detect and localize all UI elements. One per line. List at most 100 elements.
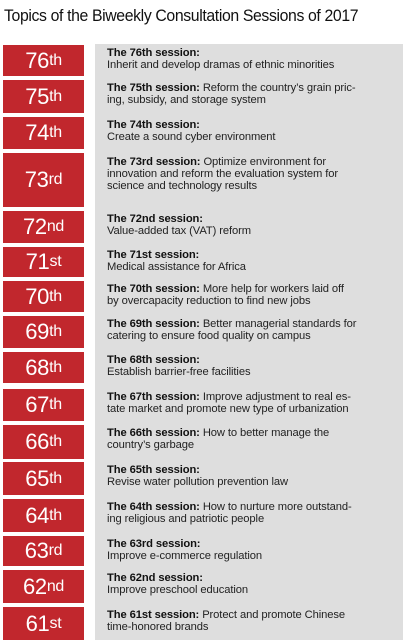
session-number-suffix: th xyxy=(49,51,62,69)
session-label: The 62nd session: xyxy=(107,572,203,584)
session-label: The 76th session: xyxy=(107,47,200,59)
session-label: The 73rd session: xyxy=(107,156,201,168)
session-number: 67 xyxy=(25,392,50,417)
session-topic-line: Value-added tax (VAT) reform xyxy=(107,225,251,238)
session-description: The 66th session: How to better manage t… xyxy=(107,427,397,451)
session-label: The 65th session: xyxy=(107,464,200,476)
session-description: The 75th session: Reform the country’s g… xyxy=(107,82,397,106)
session-number-suffix: th xyxy=(49,358,62,376)
session-label: The 64th session: xyxy=(107,501,200,513)
session-description: The 69th session: Better managerial stan… xyxy=(107,318,397,342)
session-description: The 68th session: Establish barrier-free … xyxy=(107,354,397,378)
session-number-suffix: th xyxy=(49,287,62,305)
session-label: The 75th session: xyxy=(107,82,200,94)
session-topic-line: by overcapacity reduction to find new jo… xyxy=(107,295,311,308)
session-description: The 70th session: More help for workers … xyxy=(107,283,397,307)
session-number-suffix: st xyxy=(49,253,62,270)
session-topic-line: Improve adjustment to real es- xyxy=(199,391,351,403)
session-label: The 61st session: xyxy=(107,609,200,621)
session-description: The 61st session: Protect and promote Ch… xyxy=(107,609,397,633)
session-number-suffix: th xyxy=(49,433,62,450)
session-description: The 73rd session: Optimize environment f… xyxy=(107,156,397,193)
session-topic-line: science and technology results xyxy=(107,180,257,193)
session-label: The 72nd session: xyxy=(107,213,203,225)
page-title: Topics of the Biweekly Consultation Sess… xyxy=(4,6,359,25)
session-topic-line: Improve preschool education xyxy=(107,584,248,597)
session-description: The 71st session: Medical assistance for … xyxy=(107,249,397,273)
session-number: 63 xyxy=(24,538,49,563)
session-description: The 72nd session: Value-added tax (VAT) r… xyxy=(107,213,397,237)
session-description: The 67th session: Improve adjustment to … xyxy=(107,391,397,415)
session-number-suffix: th xyxy=(49,87,62,105)
session-number: 69 xyxy=(25,319,50,344)
session-number-suffix: nd xyxy=(46,218,65,235)
session-topic-line: How to nurture more outstand- xyxy=(199,501,352,513)
session-topic-line: tate market and promote new type of urba… xyxy=(107,403,349,416)
session-label: The 68th session: xyxy=(107,354,200,366)
session-description: The 63rd session: Improve e-commerce regu… xyxy=(107,538,397,562)
session-number: 76 xyxy=(25,47,50,73)
session-label: The 74th session: xyxy=(107,119,200,131)
session-number-suffix: th xyxy=(49,323,62,340)
session-description: The 65th session: Revise water pollution … xyxy=(107,464,397,488)
session-topic-line: Improve e-commerce regulation xyxy=(107,550,263,563)
session-label: The 69th session: xyxy=(107,318,200,330)
session-number: 66 xyxy=(25,429,50,454)
session-number: 73 xyxy=(24,167,49,192)
session-topic-line: time-honored brands xyxy=(107,621,209,634)
session-number: 64 xyxy=(25,502,50,528)
session-topic-line: catering to ensure food quality on campu… xyxy=(107,330,311,343)
session-number-suffix: nd xyxy=(46,577,65,595)
session-number: 74 xyxy=(25,120,50,145)
session-label: The 63rd session: xyxy=(107,538,201,550)
session-number: 68 xyxy=(25,354,50,380)
session-topic-line: country’s garbage xyxy=(107,439,195,452)
session-number: 71 xyxy=(25,249,50,274)
session-description: The 62nd session: Improve preschool educa… xyxy=(107,572,397,596)
session-topic-line: ing religious and patriotic people xyxy=(107,513,265,526)
session-description: The 64th session: How to nurture more ou… xyxy=(107,501,397,525)
session-label: The 71st session: xyxy=(107,249,200,261)
session-description: The 76th session: Inherit and develop dra… xyxy=(107,47,397,71)
session-topic-line: ing, subsidy, and storage system xyxy=(107,94,266,107)
session-number-suffix: th xyxy=(49,396,62,413)
session-number: 70 xyxy=(25,283,50,309)
sessions-panel xyxy=(95,44,403,640)
session-label: The 70th session: xyxy=(107,283,200,295)
session-label: The 66th session: xyxy=(107,427,200,439)
session-number: 62 xyxy=(22,573,47,599)
session-number: 72 xyxy=(22,214,47,239)
session-topic-line: Create a sound cyber environment xyxy=(107,131,276,144)
session-description: The 74th session: Create a sound cyber en… xyxy=(107,119,397,143)
session-topic-line: Better managerial standards for xyxy=(199,318,357,330)
session-topic-line: Revise water pollution prevention law xyxy=(107,476,288,489)
session-topic-line: Protect and promote Chinese xyxy=(199,609,346,621)
session-number: 65 xyxy=(25,465,50,491)
session-topic-line: How to better manage the xyxy=(199,427,330,439)
